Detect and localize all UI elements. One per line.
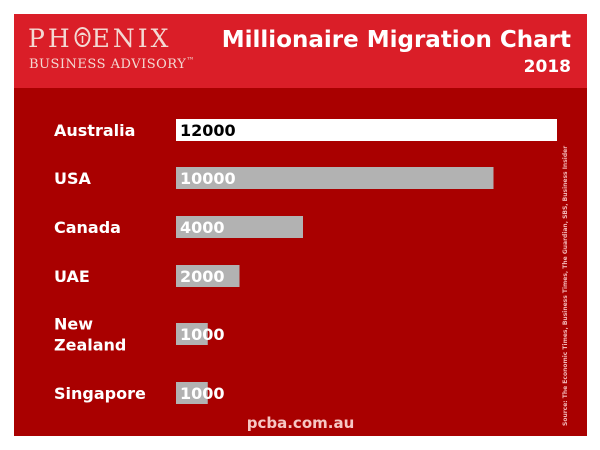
category-label-line: USA bbox=[54, 169, 92, 188]
bar-uae bbox=[176, 265, 240, 287]
value-label: 1000 bbox=[180, 325, 225, 344]
category-label: Australia bbox=[54, 121, 135, 140]
bar-chart: 12000 Australia 10000 USA 4000 Canada 2000 UAE 1… bbox=[54, 119, 557, 404]
category-label-line: UAE bbox=[54, 267, 90, 286]
category-label: Singapore bbox=[54, 384, 146, 403]
category-label-line: New bbox=[54, 315, 93, 334]
chart-panel: PH ENIX BUSINESS ADVISORY™ Millionaire Mi… bbox=[14, 14, 587, 436]
brand-tagline: BUSINESS ADVISORY™ bbox=[29, 56, 195, 72]
value-label: 2000 bbox=[180, 267, 225, 286]
category-label-line: Australia bbox=[54, 121, 135, 140]
brand-tagline-text: BUSINESS ADVISORY bbox=[29, 57, 187, 72]
category-label-line: Zealand bbox=[54, 336, 126, 355]
brand-logo: PH ENIX bbox=[28, 24, 171, 53]
bar-canada bbox=[176, 216, 303, 238]
chart-title: Millionaire Migration Chart bbox=[221, 27, 571, 53]
bar-singapore bbox=[176, 382, 208, 404]
footer-url: pcba.com.au bbox=[246, 414, 355, 432]
brand-tagline-mark: ™ bbox=[186, 56, 195, 65]
phoenix-emblem-icon bbox=[73, 25, 92, 47]
bar-australia bbox=[176, 119, 557, 141]
bar-usa bbox=[176, 167, 494, 189]
value-label: 12000 bbox=[180, 121, 236, 140]
brand-name-end: ENIX bbox=[91, 24, 172, 53]
value-label: 4000 bbox=[180, 218, 225, 237]
brand-name-start: PH bbox=[28, 24, 73, 53]
category-label-line: Canada bbox=[54, 218, 121, 237]
category-label: UAE bbox=[54, 267, 90, 286]
chart-header: PH ENIX BUSINESS ADVISORY™ Millionaire Mi… bbox=[14, 14, 587, 88]
value-label: 1000 bbox=[180, 384, 225, 403]
category-label: Canada bbox=[54, 218, 121, 237]
category-label: New Zealand bbox=[54, 315, 126, 355]
bar-new-zealand bbox=[176, 323, 208, 345]
source-note: Source: The Economic Times, Business Tim… bbox=[562, 145, 569, 426]
category-label-line: Singapore bbox=[54, 384, 146, 403]
category-label: USA bbox=[54, 169, 92, 188]
chart-subtitle: 2018 bbox=[523, 57, 571, 77]
value-label: 10000 bbox=[180, 169, 236, 188]
